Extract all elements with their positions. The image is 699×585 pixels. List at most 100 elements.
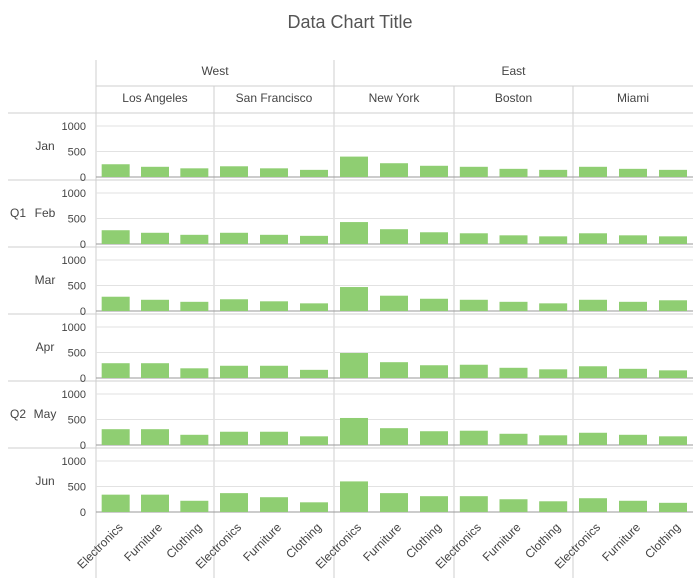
bar — [539, 369, 568, 378]
city-header: San Francisco — [236, 91, 313, 105]
bar — [420, 365, 448, 378]
bar — [220, 232, 248, 244]
bar — [380, 229, 408, 244]
city-header: Los Angeles — [122, 91, 187, 105]
bar — [619, 500, 647, 512]
bar — [579, 432, 607, 445]
month-label: Apr — [36, 340, 55, 354]
bar — [300, 235, 328, 244]
y-tick-label: 0 — [80, 373, 86, 385]
bar — [499, 433, 528, 445]
bar — [340, 222, 368, 244]
month-label: Jun — [35, 474, 54, 488]
bar — [539, 303, 568, 311]
bar — [459, 233, 488, 244]
bar — [459, 166, 488, 177]
y-tick-label: 500 — [68, 147, 86, 159]
bar — [340, 156, 368, 177]
bar — [659, 300, 687, 311]
bar — [619, 434, 647, 445]
bar — [619, 301, 647, 311]
y-tick-label: 0 — [80, 507, 86, 519]
month-label: Mar — [35, 273, 56, 287]
month-label: Feb — [35, 206, 56, 220]
bar — [180, 434, 209, 445]
x-tick-label: Furniture — [240, 520, 284, 564]
bar — [180, 168, 209, 177]
y-tick-label: 500 — [68, 348, 86, 360]
bar — [579, 498, 607, 512]
bar — [499, 367, 528, 378]
x-tick-label: Furniture — [360, 520, 404, 564]
bar — [180, 500, 209, 512]
bar — [659, 436, 687, 445]
x-tick-label: Electronics — [74, 520, 125, 571]
y-tick-label: 1000 — [62, 188, 86, 200]
month-label: Jan — [35, 139, 54, 153]
bar — [141, 299, 169, 311]
region-header: East — [501, 64, 526, 78]
month-label: May — [34, 407, 57, 421]
city-header: New York — [369, 91, 421, 105]
y-tick-label: 0 — [80, 440, 86, 452]
bar — [340, 353, 368, 378]
bar — [101, 494, 130, 512]
y-tick-label: 0 — [80, 239, 86, 251]
bar — [141, 429, 169, 445]
bar — [420, 232, 448, 244]
bar — [619, 235, 647, 244]
bar — [101, 164, 130, 177]
bar — [220, 493, 248, 512]
y-tick-label: 500 — [68, 415, 86, 427]
y-tick-label: 1000 — [62, 456, 86, 468]
bar — [220, 431, 248, 445]
bar — [499, 301, 528, 311]
y-tick-label: 500 — [68, 281, 86, 293]
bar — [141, 494, 169, 512]
bar — [619, 368, 647, 378]
bar — [141, 166, 169, 177]
bar — [539, 236, 568, 244]
quarter-label: Q2 — [10, 407, 26, 421]
city-header: Boston — [495, 91, 532, 105]
bar — [260, 365, 288, 378]
bar — [101, 363, 130, 378]
quarter-label: Q1 — [10, 206, 26, 220]
bar — [420, 165, 448, 177]
bar — [220, 166, 248, 177]
bar — [380, 295, 408, 311]
bar — [300, 436, 328, 445]
bar — [340, 481, 368, 512]
bar — [659, 502, 687, 512]
bar — [459, 364, 488, 378]
bar — [579, 366, 607, 378]
y-tick-label: 500 — [68, 214, 86, 226]
x-tick-label: Furniture — [599, 520, 643, 564]
y-tick-label: 0 — [80, 172, 86, 184]
bar — [420, 298, 448, 311]
bar — [141, 363, 169, 378]
y-tick-label: 500 — [68, 482, 86, 494]
bar — [180, 301, 209, 311]
bar — [459, 496, 488, 512]
bar — [579, 166, 607, 177]
bar — [101, 429, 130, 445]
x-tick-label: Furniture — [480, 520, 524, 564]
bar — [260, 431, 288, 445]
bar — [300, 369, 328, 378]
bar — [539, 435, 568, 445]
bar — [180, 234, 209, 244]
bar — [420, 496, 448, 512]
bar — [260, 234, 288, 244]
bar — [101, 296, 130, 311]
region-header: West — [201, 64, 229, 78]
bar — [260, 301, 288, 311]
y-tick-label: 1000 — [62, 322, 86, 334]
bar — [499, 168, 528, 177]
bar — [101, 230, 130, 244]
bar — [499, 499, 528, 512]
bar — [380, 163, 408, 177]
bar — [380, 493, 408, 512]
bar — [141, 232, 169, 244]
bar — [260, 168, 288, 177]
